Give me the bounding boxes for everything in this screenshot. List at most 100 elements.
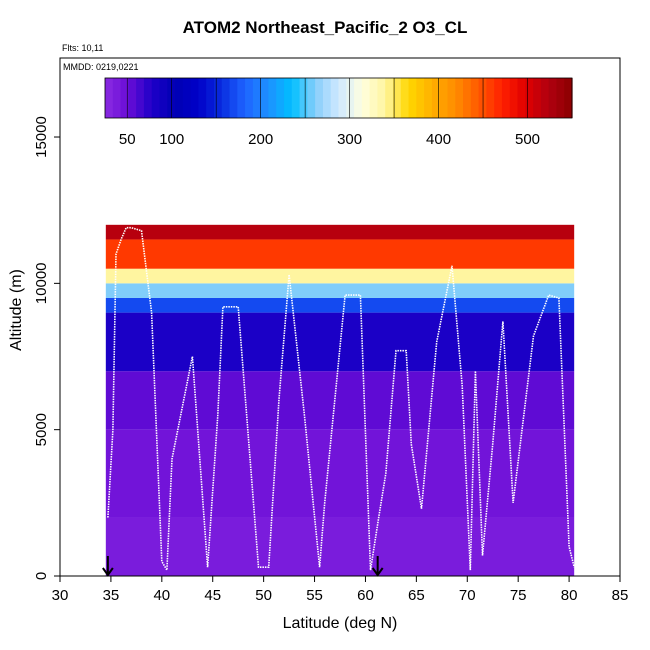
x-tick-label-55: 55	[306, 587, 323, 604]
colorbar-cell-36	[385, 78, 394, 118]
colorbar-tick-400: 400	[426, 131, 451, 148]
colorbar-cell-12	[198, 78, 207, 118]
colorbar-cell-1	[112, 78, 122, 118]
colorbar-cell-29	[330, 78, 340, 118]
colorbar-cell-6	[151, 78, 161, 118]
colorbar-cell-9	[175, 78, 184, 118]
date-note: MMDD: 0219,0221	[63, 62, 139, 72]
marker-arrow-head-0	[102, 567, 114, 577]
flight-track	[107, 226, 575, 573]
colorbar-cell-51	[501, 78, 511, 118]
colorbar-cell-24	[291, 78, 301, 118]
x-tick-label-60: 60	[357, 587, 374, 604]
heatmap-band-0	[105, 517, 575, 576]
colorbar-cell-56	[540, 78, 550, 118]
colorbar-cell-31	[346, 78, 355, 118]
colorbar-cell-32	[354, 78, 363, 118]
x-tick-label-50: 50	[255, 587, 272, 604]
colorbar-cell-30	[338, 78, 347, 118]
y-axis: 0 5000 10000 15000	[33, 116, 60, 580]
x-axis: 30 35 40 45 50 55 60 65 70 75 80 85	[52, 576, 628, 604]
colorbar-cell-7	[159, 78, 168, 118]
colorbar-cell-41	[424, 78, 433, 118]
colorbar-cell-35	[377, 78, 386, 118]
colorbar-tick-200: 200	[248, 131, 273, 148]
colorbar-cell-46	[463, 78, 472, 118]
heatmap-band-7	[105, 239, 575, 269]
colorbar-cell-45	[455, 78, 464, 118]
x-tick-label-75: 75	[510, 587, 527, 604]
colorbar-cell-0	[105, 78, 114, 118]
marker-arrow-head-1	[371, 567, 384, 577]
colorbar-cell-53	[517, 78, 526, 118]
colorbar-cell-18	[245, 78, 254, 118]
x-tick-label-30: 30	[52, 587, 69, 604]
colorbar-cell-50	[494, 78, 503, 118]
heatmap-band-8	[105, 224, 575, 240]
colorbar-cell-23	[284, 78, 293, 118]
colorbar-cell-26	[307, 78, 316, 118]
colorbar-cell-37	[392, 78, 402, 118]
colorbar-cell-22	[276, 78, 285, 118]
colorbar-cell-39	[408, 78, 417, 118]
colorbar-cell-16	[229, 78, 238, 118]
flights-note: Flts: 10,11	[62, 43, 104, 53]
heatmap-band-2	[105, 371, 575, 430]
colorbar-cell-15	[221, 78, 231, 118]
colorbar-cell-3	[128, 78, 137, 118]
heatmap-cells	[105, 224, 575, 576]
colorbar-cell-14	[213, 78, 223, 118]
colorbar-cell-54	[525, 78, 534, 118]
colorbar: 50 100 200 300 400 500	[104, 77, 573, 148]
colorbar-cell-55	[533, 78, 542, 118]
heatmap-band-5	[105, 283, 575, 298]
colorbar-tick-100: 100	[159, 131, 184, 148]
colorbar-cell-38	[400, 78, 410, 118]
colorbar-cell-13	[206, 78, 215, 118]
colorbar-cell-34	[369, 78, 379, 118]
colorbar-cell-20	[260, 78, 270, 118]
colorbar-cell-2	[120, 78, 129, 118]
x-tick-label-65: 65	[408, 587, 425, 604]
colorbar-cell-40	[416, 78, 425, 118]
colorbar-cell-11	[190, 78, 199, 118]
colorbar-cell-57	[548, 78, 558, 118]
x-tick-label-40: 40	[153, 587, 170, 604]
plot-frame	[59, 57, 621, 577]
colorbar-cell-5	[143, 78, 153, 118]
colorbar-cell-19	[252, 78, 262, 118]
colorbar-cell-33	[361, 78, 371, 118]
colorbar-frame	[104, 77, 573, 119]
y-tick-label-10000: 10000	[33, 262, 50, 304]
colorbar-cell-59	[564, 78, 573, 118]
colorbar-cell-44	[447, 78, 456, 118]
colorbar-cell-49	[486, 78, 495, 118]
colorbar-cell-42	[431, 78, 441, 118]
colorbar-cell-58	[556, 78, 565, 118]
colorbar-cell-4	[136, 78, 145, 118]
x-axis-title: Latitude (deg N)	[282, 615, 398, 632]
colorbar-cell-52	[509, 78, 519, 118]
colorbar-tick-50: 50	[119, 131, 136, 148]
heatmap-band-1	[105, 429, 575, 518]
colorbar-tick-300: 300	[337, 131, 362, 148]
colorbar-cell-25	[299, 78, 308, 118]
colorbar-cell-17	[237, 78, 246, 118]
latitude-markers	[102, 556, 384, 577]
y-tick-label-15000: 15000	[33, 116, 50, 158]
y-tick-label-0: 0	[33, 572, 50, 580]
colorbar-cell-47	[470, 78, 480, 118]
x-tick-label-45: 45	[204, 587, 221, 604]
colorbar-tick-500: 500	[515, 131, 540, 148]
x-tick-label-80: 80	[561, 587, 578, 604]
flight-track-line	[107, 226, 575, 573]
heatmap-band-4	[105, 297, 575, 313]
colorbar-cell-10	[182, 78, 192, 118]
x-tick-label-70: 70	[459, 587, 476, 604]
colorbar-cell-43	[439, 78, 449, 118]
y-tick-label-5000: 5000	[33, 413, 50, 446]
colorbar-cell-27	[315, 78, 324, 118]
chart-title: ATOM2 Northeast_Pacific_2 O3_CL	[182, 18, 468, 37]
x-tick-label-35: 35	[103, 587, 120, 604]
